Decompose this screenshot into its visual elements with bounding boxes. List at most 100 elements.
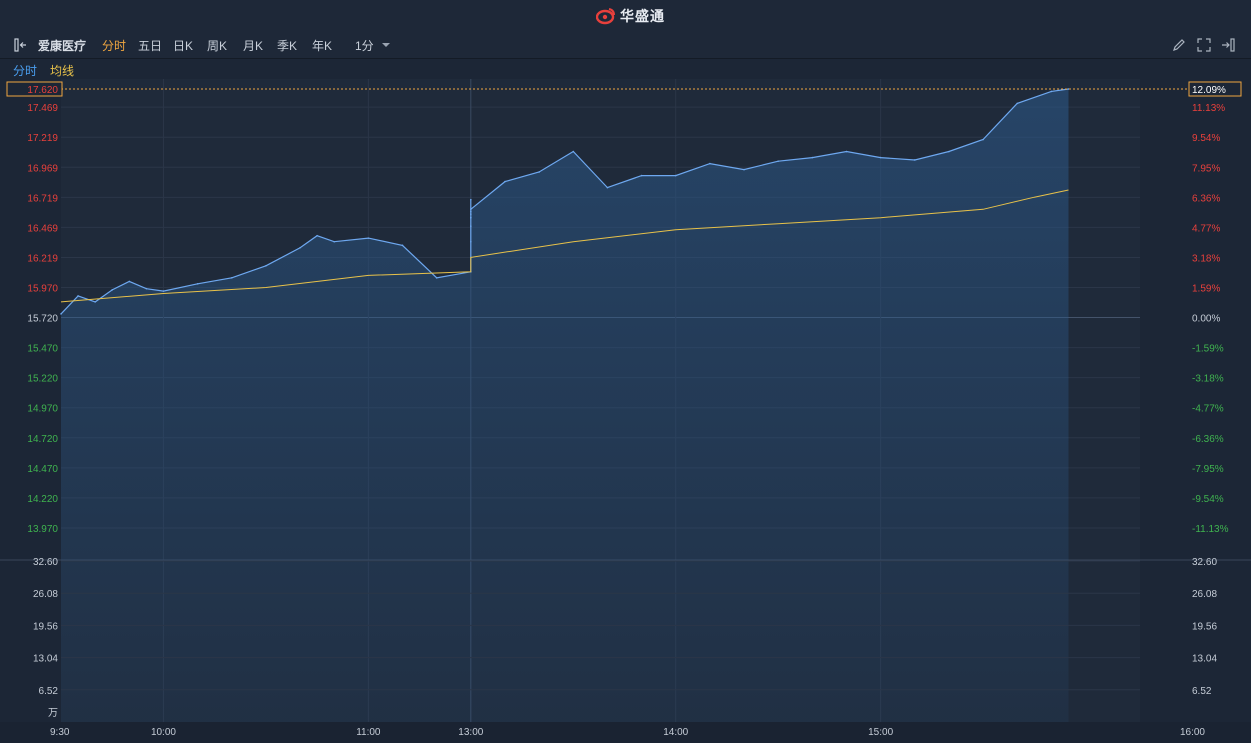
price-point xyxy=(982,138,984,141)
price-point xyxy=(470,240,472,243)
volume-tick-label: 13.04 xyxy=(33,654,58,665)
pct-tick-label: 0.00% xyxy=(1192,314,1220,325)
price-point xyxy=(1067,88,1070,90)
time-tick-label: 9:30 xyxy=(50,727,70,738)
current-price-label: 17.620 xyxy=(27,85,58,96)
price-point xyxy=(111,289,114,291)
volume-tick-label-right: 19.56 xyxy=(1192,621,1217,632)
tab-yearly-k[interactable]: 年K xyxy=(312,39,333,53)
volume-tick-label: 26.08 xyxy=(33,589,58,600)
price-point xyxy=(470,198,472,201)
price-tick-label: 14.970 xyxy=(27,404,58,415)
price-point xyxy=(162,290,165,292)
pct-tick-label: 1.59% xyxy=(1192,283,1220,294)
price-point xyxy=(128,280,131,283)
volume-tick-label: 32.60 xyxy=(33,557,58,568)
price-point xyxy=(316,234,318,237)
tab-weekly-k[interactable]: 周K xyxy=(207,39,228,53)
price-point xyxy=(401,244,404,247)
price-point xyxy=(948,150,950,153)
fullscreen-icon[interactable] xyxy=(1197,38,1211,52)
tab-quarterly-k[interactable]: 季K xyxy=(277,39,298,53)
tab-five-day[interactable]: 五日 xyxy=(138,39,163,53)
draw-pencil-icon[interactable] xyxy=(1172,38,1186,52)
brand-logo-icon xyxy=(596,8,615,25)
price-point xyxy=(470,225,472,227)
pct-tick-label: 3.18% xyxy=(1192,254,1220,265)
volume-tick-label-right: 32.60 xyxy=(1192,557,1217,568)
time-tick-label: 11:00 xyxy=(356,727,381,738)
time-tick-label: 16:00 xyxy=(1180,727,1205,738)
price-tick-label: 16.969 xyxy=(27,163,58,174)
pct-tick-label: -4.77% xyxy=(1192,404,1224,415)
price-point xyxy=(77,295,79,297)
price-point xyxy=(94,301,96,303)
current-pct-label: 12.09% xyxy=(1192,85,1226,96)
price-point xyxy=(879,156,882,159)
price-point xyxy=(777,160,779,162)
volume-unit-label: 万 xyxy=(48,708,58,719)
pct-tick-label: -11.13% xyxy=(1192,524,1229,535)
price-point xyxy=(709,162,711,165)
price-tick-label: 15.720 xyxy=(27,314,58,325)
price-tick-label: 17.469 xyxy=(27,103,58,114)
interval-select[interactable]: 1分 xyxy=(355,39,374,53)
volume-tick-label-right: 6.52 xyxy=(1192,686,1212,697)
price-point xyxy=(196,283,199,285)
collapse-panel-icon[interactable] xyxy=(14,38,28,52)
price-tick-label: 14.220 xyxy=(27,494,58,505)
title-bar: 华盛通 xyxy=(0,0,1251,32)
pct-tick-label: -9.54% xyxy=(1192,494,1224,505)
time-tick-label: 14:00 xyxy=(663,727,688,738)
volume-tick-label: 6.52 xyxy=(39,686,59,697)
tab-intraday[interactable]: 分时 xyxy=(102,39,127,53)
time-tick-label: 15:00 xyxy=(868,727,893,738)
brand-name: 华盛通 xyxy=(620,8,665,24)
price-tick-label: 15.470 xyxy=(27,344,58,355)
price-point xyxy=(538,171,540,173)
legend-bar: 分时 均线 xyxy=(0,59,1251,79)
stock-name: 爱康医疗 xyxy=(38,39,87,53)
pct-tick-label: 4.77% xyxy=(1192,223,1220,234)
price-point xyxy=(674,174,677,177)
price-tick-label: 13.970 xyxy=(27,524,58,535)
time-tick-label: 10:00 xyxy=(151,727,176,738)
tab-daily-k[interactable]: 日K xyxy=(173,39,194,53)
legend-price-line[interactable]: 分时 xyxy=(13,64,38,78)
chart-toolbar: 爱康医疗 分时 五日 日K 周K 月K 季K 年K 1分 xyxy=(0,31,1251,59)
price-point xyxy=(265,265,267,267)
price-point xyxy=(913,159,916,161)
pct-tick-label: -7.95% xyxy=(1192,464,1224,475)
price-point xyxy=(640,174,643,177)
pct-tick-label: 9.54% xyxy=(1192,133,1220,144)
pct-tick-label: 11.13% xyxy=(1192,103,1225,114)
price-point xyxy=(367,237,370,239)
pct-tick-label: 6.36% xyxy=(1192,193,1220,204)
price-point xyxy=(845,150,848,153)
avg-line xyxy=(60,189,1069,303)
price-point xyxy=(435,277,438,279)
price-tick-label: 14.720 xyxy=(27,434,58,445)
volume-tick-label-right: 13.04 xyxy=(1192,654,1217,665)
pct-tick-label: -1.59% xyxy=(1192,344,1224,355)
tab-monthly-k[interactable]: 月K xyxy=(243,39,264,53)
price-point xyxy=(1016,102,1019,105)
pct-tick-label: -6.36% xyxy=(1192,434,1224,445)
chevron-down-icon[interactable] xyxy=(381,40,391,50)
price-point xyxy=(606,186,609,189)
price-tick-label: 15.970 xyxy=(27,283,58,294)
time-tick-label: 13:00 xyxy=(458,727,483,738)
price-tick-label: 16.219 xyxy=(27,254,58,265)
legend-avg-line[interactable]: 均线 xyxy=(50,64,75,78)
price-tick-label: 17.219 xyxy=(27,133,58,144)
price-point xyxy=(60,313,62,315)
current-pct-box xyxy=(1188,81,1242,97)
exit-icon[interactable] xyxy=(1221,38,1235,52)
pct-tick-label: -3.18% xyxy=(1192,374,1224,385)
price-point xyxy=(504,180,506,183)
current-price-box xyxy=(6,81,63,97)
price-point xyxy=(145,287,148,290)
price-point xyxy=(470,213,472,215)
pct-tick-label: 7.95% xyxy=(1192,163,1220,174)
